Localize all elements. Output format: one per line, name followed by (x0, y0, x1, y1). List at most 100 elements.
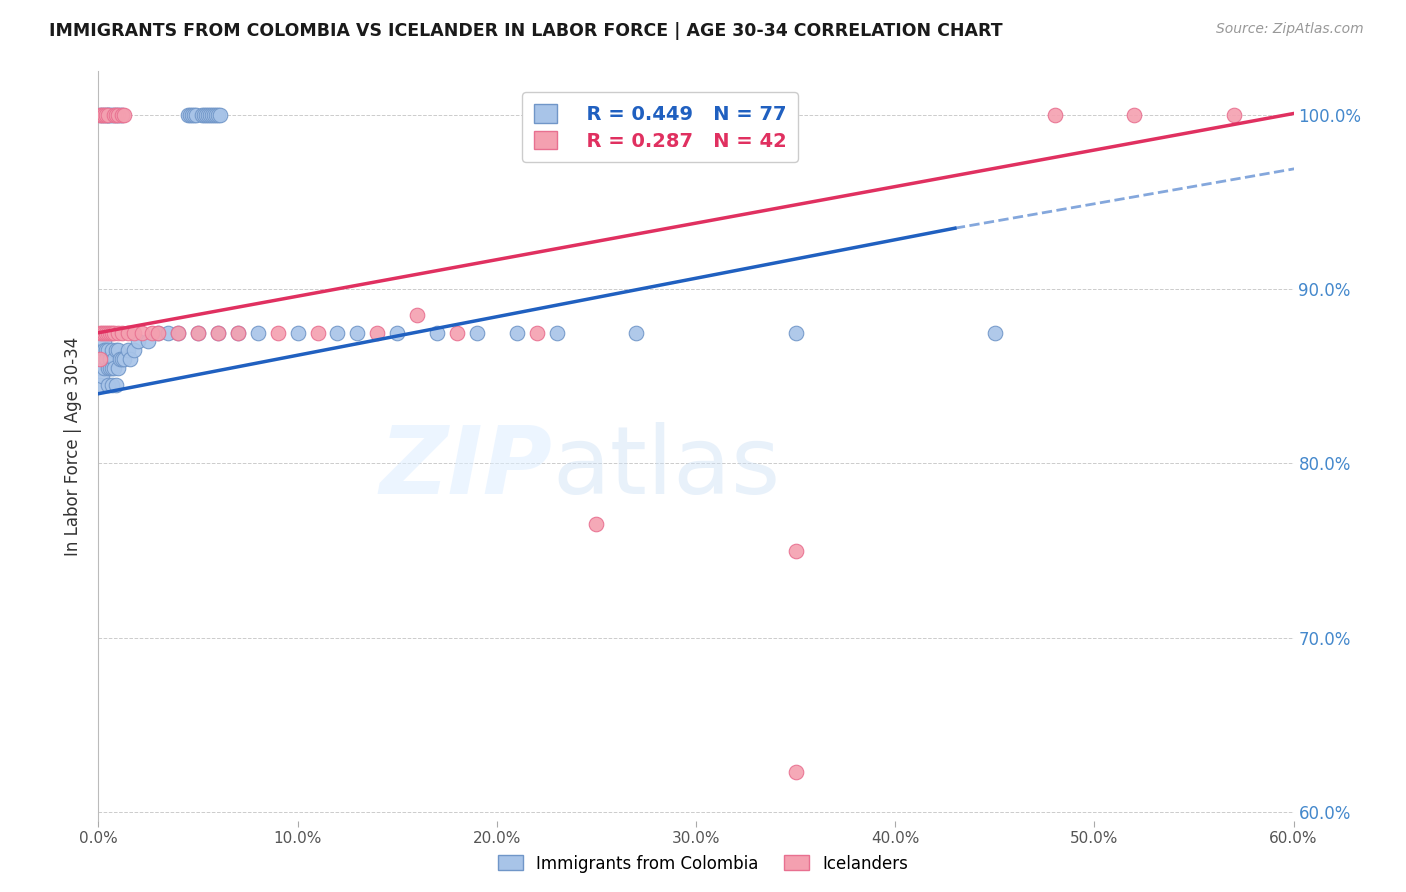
Point (546, 326, 568, 340)
Point (187, 326, 209, 340)
Point (89, 108, 111, 122)
Point (207, 108, 229, 122)
Point (101, 360, 124, 375)
Point (89, 108, 111, 122)
Point (201, 108, 224, 122)
Point (97, 360, 120, 375)
Point (526, 326, 548, 340)
Point (105, 378, 128, 392)
Point (89, 351, 111, 366)
Point (197, 108, 219, 122)
Point (89, 360, 111, 375)
Point (107, 108, 129, 122)
Point (93, 108, 115, 122)
Point (184, 108, 207, 122)
Point (91, 351, 114, 366)
Point (207, 326, 229, 340)
Point (112, 108, 135, 122)
Point (105, 108, 128, 122)
Point (406, 308, 429, 322)
Point (111, 108, 134, 122)
Y-axis label: In Labor Force | Age 30-34: In Labor Force | Age 30-34 (65, 336, 83, 556)
Point (101, 343, 124, 358)
Point (626, 326, 648, 340)
Point (785, 326, 807, 340)
Point (187, 326, 209, 340)
Point (181, 108, 204, 122)
Point (97, 108, 120, 122)
Point (307, 326, 329, 340)
Point (96, 108, 118, 122)
Point (446, 326, 468, 340)
Point (208, 108, 231, 122)
Point (110, 351, 132, 366)
Point (366, 326, 388, 340)
Point (111, 351, 134, 366)
Point (105, 108, 128, 122)
Point (93, 360, 115, 375)
Point (93, 334, 115, 349)
Point (101, 326, 124, 340)
Point (96, 108, 118, 122)
Point (167, 326, 190, 340)
Point (585, 517, 607, 532)
Point (93, 326, 115, 340)
Point (96, 343, 118, 358)
Point (103, 351, 125, 366)
Point (98, 351, 122, 366)
Point (97, 343, 120, 358)
Point (226, 326, 249, 340)
Point (177, 108, 200, 122)
Point (179, 108, 201, 122)
Point (205, 108, 228, 122)
Text: atlas: atlas (553, 423, 780, 515)
Point (326, 326, 349, 340)
Point (136, 334, 159, 349)
Point (267, 326, 290, 340)
Point (107, 343, 129, 358)
Point (984, 326, 1007, 340)
Point (426, 326, 449, 340)
Point (193, 108, 215, 122)
Legend: Immigrants from Colombia, Icelanders: Immigrants from Colombia, Icelanders (491, 848, 915, 880)
Point (96, 326, 118, 340)
Point (198, 108, 221, 122)
Point (93, 343, 115, 358)
Point (124, 343, 146, 358)
Point (91, 326, 114, 340)
Point (91, 369, 114, 384)
Point (127, 334, 149, 349)
Point (120, 351, 142, 366)
Point (246, 326, 269, 340)
Point (346, 326, 368, 340)
Point (112, 351, 135, 366)
Point (506, 326, 529, 340)
Text: IMMIGRANTS FROM COLOMBIA VS ICELANDER IN LABOR FORCE | AGE 30-34 CORRELATION CHA: IMMIGRANTS FROM COLOMBIA VS ICELANDER IN… (49, 22, 1002, 40)
Point (785, 543, 807, 558)
Point (107, 108, 129, 122)
Point (157, 326, 180, 340)
Point (117, 326, 139, 340)
Point (785, 764, 807, 779)
Point (148, 326, 170, 340)
Point (101, 378, 124, 392)
Point (97, 326, 120, 340)
Point (98, 108, 122, 122)
Point (111, 108, 134, 122)
Point (97, 108, 120, 122)
Point (465, 326, 488, 340)
Point (1223, 108, 1246, 122)
Point (148, 326, 170, 340)
Point (167, 326, 190, 340)
Point (91, 108, 114, 122)
Point (89, 378, 111, 392)
Point (226, 326, 249, 340)
Text: ZIP: ZIP (380, 423, 553, 515)
Point (191, 108, 214, 122)
Point (98, 360, 122, 375)
Point (141, 326, 163, 340)
Point (105, 343, 128, 358)
Point (287, 326, 309, 340)
Point (101, 108, 124, 122)
Point (1043, 108, 1066, 122)
